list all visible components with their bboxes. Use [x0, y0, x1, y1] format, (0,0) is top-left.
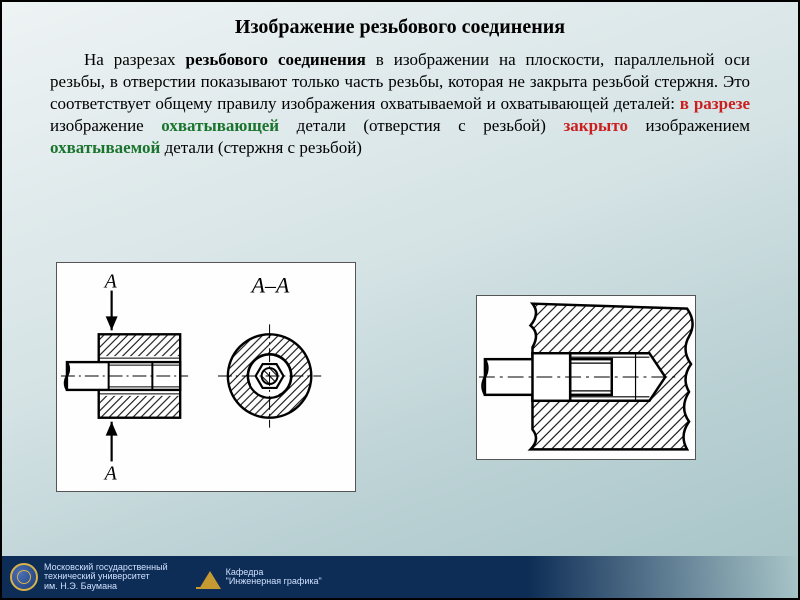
- figure-2-thread-section: [476, 295, 696, 460]
- footer-text: им. Н.Э. Баумана: [44, 582, 168, 591]
- em-red: закрыто: [563, 116, 627, 135]
- text: изображение: [50, 116, 161, 135]
- em-green: охватывающей: [161, 116, 279, 135]
- slide-footer: Московский государственный технический у…: [2, 556, 798, 598]
- text: детали (стержня с резьбой): [160, 138, 362, 157]
- arrow-label-bottom: A: [103, 462, 118, 484]
- figure-1-thread-connection: А–А A A: [56, 262, 356, 492]
- bmstu-logo-icon: [10, 563, 38, 591]
- page-title: Изображение резьбового соединения: [50, 16, 750, 39]
- text: На разрезах: [84, 50, 185, 69]
- text: детали (отверстия с резьбой): [279, 116, 563, 135]
- figures-row: А–А A A: [2, 262, 798, 492]
- em-green: охватываемой: [50, 138, 160, 157]
- department-logo-icon: [194, 565, 220, 589]
- bold-text: резьбового соединения: [185, 50, 365, 69]
- section-label: А–А: [250, 274, 290, 298]
- footer-org-2: Кафедра "Инженерная графика": [194, 565, 322, 589]
- footer-text: "Инженерная графика": [226, 577, 322, 586]
- main-paragraph: На разрезах резьбового соединения в изоб…: [50, 49, 750, 159]
- em-red: в разрезе: [680, 94, 750, 113]
- text: изображением: [628, 116, 750, 135]
- footer-org-1: Московский государственный технический у…: [10, 563, 168, 591]
- arrow-label-top: A: [103, 271, 118, 293]
